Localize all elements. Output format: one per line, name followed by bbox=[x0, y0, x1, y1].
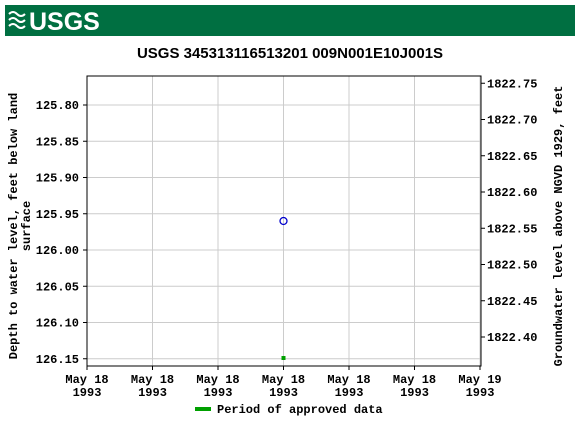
usgs-icon bbox=[8, 11, 26, 29]
y-tick-label: 125.85 bbox=[36, 135, 79, 149]
y-tick-label: 126.10 bbox=[36, 317, 79, 331]
y2-tick-label: 1822.55 bbox=[487, 222, 537, 236]
y2-tick-label: 1822.65 bbox=[487, 150, 537, 164]
y2-tick-label: 1822.70 bbox=[487, 114, 537, 128]
x-tick-label: May 18 1993 bbox=[262, 373, 305, 400]
y2-axis-label: Groundwater level above NGVD 1929, feet bbox=[552, 86, 566, 367]
y-tick-label: 126.15 bbox=[36, 353, 79, 367]
data-point bbox=[279, 216, 288, 226]
y2-tick-label: 1822.45 bbox=[487, 295, 537, 309]
y2-tick-label: 1822.50 bbox=[487, 259, 537, 273]
y-tick-label: 125.80 bbox=[36, 99, 79, 113]
y2-tick-label: 1822.75 bbox=[487, 77, 537, 91]
y2-tick-label: 1822.60 bbox=[487, 186, 537, 200]
chart-title: USGS 345313116513201 009N001E10J001S bbox=[137, 45, 443, 62]
x-tick-label: May 19 1993 bbox=[458, 373, 501, 400]
x-tick-label: May 18 1993 bbox=[196, 373, 239, 400]
plot-frame bbox=[86, 75, 482, 367]
approved-period bbox=[281, 356, 286, 360]
x-tick-label: May 18 1993 bbox=[327, 373, 370, 400]
header-bar bbox=[5, 5, 575, 36]
y-tick-label: 125.90 bbox=[36, 172, 79, 186]
y-axis-label: Depth to water level, feet below landsur… bbox=[7, 93, 34, 359]
y2-tick-label: 1822.40 bbox=[487, 331, 537, 345]
logo-text: USGS bbox=[29, 8, 100, 36]
y-tick-label: 125.95 bbox=[36, 208, 79, 222]
legend-label: Period of approved data bbox=[217, 403, 383, 417]
y-tick-label: 126.05 bbox=[36, 280, 79, 294]
x-tick-label: May 18 1993 bbox=[393, 373, 436, 400]
x-tick-label: May 18 1993 bbox=[131, 373, 174, 400]
x-tick-label: May 18 1993 bbox=[65, 373, 108, 400]
y-tick-label: 126.00 bbox=[36, 244, 79, 258]
